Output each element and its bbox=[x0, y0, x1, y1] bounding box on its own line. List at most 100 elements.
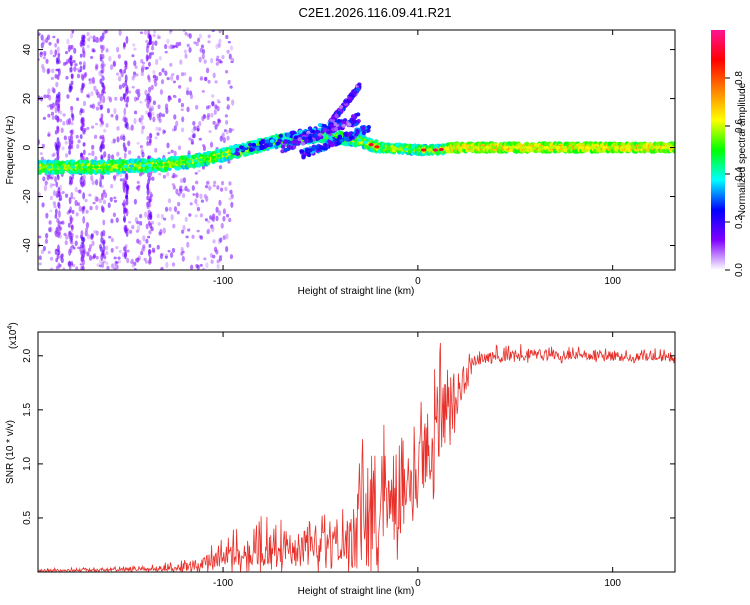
noise-streak bbox=[56, 153, 60, 161]
noise-streak bbox=[101, 261, 105, 269]
noise-streak bbox=[147, 171, 150, 178]
noise-speck bbox=[69, 32, 74, 39]
ridge-core bbox=[163, 162, 170, 167]
noise-speck bbox=[212, 239, 216, 244]
snr-panel: -100 0 100 0.5 1.0 1.5 2.0 Height of straight… bbox=[5, 322, 676, 597]
noise-streak bbox=[125, 183, 129, 192]
noise-speck bbox=[121, 83, 126, 88]
noise-speck bbox=[221, 54, 225, 60]
noise-speck bbox=[108, 55, 112, 62]
ridge-core bbox=[619, 145, 626, 150]
noise-speck bbox=[219, 237, 223, 243]
ridge-core bbox=[210, 155, 216, 159]
ridge-core bbox=[169, 162, 176, 166]
noise-streak bbox=[145, 54, 149, 62]
noise-streak bbox=[54, 208, 58, 215]
branch-cell bbox=[332, 122, 338, 127]
noise-speck bbox=[45, 181, 49, 184]
noise-speck bbox=[219, 187, 224, 192]
noise-speck bbox=[167, 151, 171, 155]
noise-speck bbox=[110, 114, 114, 118]
noise-streak bbox=[149, 132, 153, 139]
noise-streak bbox=[124, 124, 128, 129]
ridge-cell bbox=[672, 148, 675, 154]
noise-speck bbox=[90, 55, 94, 60]
noise-speck bbox=[113, 174, 117, 182]
branch-cell bbox=[356, 118, 361, 123]
noise-speck bbox=[108, 235, 112, 239]
x-tick-label: -100 bbox=[213, 276, 233, 287]
noise-speck bbox=[145, 66, 150, 70]
branch-cell bbox=[323, 128, 328, 133]
branch-cell bbox=[307, 126, 313, 131]
noise-speck bbox=[218, 256, 222, 262]
noise-speck bbox=[42, 176, 46, 182]
branch-cell bbox=[354, 132, 359, 137]
noise-speck bbox=[157, 104, 161, 109]
ridge-cell bbox=[142, 158, 148, 164]
noise-streak bbox=[122, 135, 126, 142]
noise-speck bbox=[182, 177, 186, 184]
ridge-core bbox=[456, 145, 462, 150]
noise-speck bbox=[205, 67, 210, 74]
ridge-core bbox=[596, 145, 602, 150]
noise-speck bbox=[183, 72, 187, 76]
noise-speck bbox=[186, 106, 190, 113]
noise-speck bbox=[205, 262, 209, 269]
branch-cell bbox=[315, 145, 320, 150]
noise-speck bbox=[78, 61, 83, 65]
noise-streak bbox=[68, 117, 71, 125]
noise-speck bbox=[166, 171, 170, 177]
noise-speck bbox=[152, 100, 156, 106]
noise-streak bbox=[68, 196, 72, 205]
noise-streak bbox=[81, 82, 85, 90]
ridge-core bbox=[613, 145, 620, 150]
noise-speck bbox=[199, 193, 203, 200]
noise-streak bbox=[123, 69, 126, 74]
noise-speck bbox=[110, 237, 115, 243]
branch-cell bbox=[316, 136, 321, 141]
branch-cell bbox=[347, 131, 352, 136]
noise-speck bbox=[62, 61, 67, 67]
branch-cell bbox=[305, 133, 310, 138]
noise-speck bbox=[218, 38, 222, 44]
noise-speck bbox=[79, 246, 83, 253]
noise-speck bbox=[189, 93, 194, 100]
branch-cell bbox=[290, 140, 295, 145]
ridge-core bbox=[64, 165, 70, 169]
noise-speck bbox=[86, 94, 90, 98]
noise-speck bbox=[64, 240, 68, 246]
noise-speck bbox=[225, 34, 229, 40]
noise-streak bbox=[68, 263, 72, 270]
ridge-core bbox=[567, 145, 573, 150]
ridge-core bbox=[76, 165, 82, 169]
noise-speck bbox=[216, 185, 220, 190]
noise-speck bbox=[203, 257, 207, 261]
ridge-core bbox=[561, 145, 567, 150]
noise-speck bbox=[139, 144, 144, 149]
noise-streak bbox=[70, 73, 74, 80]
noise-speck bbox=[126, 249, 130, 253]
noise-speck bbox=[211, 101, 215, 106]
noise-speck bbox=[196, 206, 201, 212]
noise-streak bbox=[125, 229, 129, 238]
noise-speck bbox=[38, 32, 41, 36]
colorbar-tick-label: 0.2 bbox=[734, 215, 745, 229]
noise-speck bbox=[75, 212, 79, 217]
noise-streak bbox=[102, 239, 106, 245]
noise-speck bbox=[110, 154, 115, 161]
noise-speck bbox=[55, 81, 59, 88]
noise-streak bbox=[124, 64, 128, 71]
noise-speck bbox=[82, 174, 86, 180]
noise-speck bbox=[226, 135, 230, 141]
noise-streak bbox=[71, 209, 75, 214]
noise-speck bbox=[129, 260, 134, 264]
ridge-core bbox=[216, 154, 222, 158]
noise-speck bbox=[212, 120, 216, 125]
noise-speck bbox=[116, 151, 120, 157]
noise-speck bbox=[136, 180, 140, 184]
noise-speck bbox=[173, 114, 177, 120]
noise-speck bbox=[73, 47, 77, 54]
noise-speck bbox=[75, 134, 79, 139]
noise-streak bbox=[123, 217, 126, 222]
